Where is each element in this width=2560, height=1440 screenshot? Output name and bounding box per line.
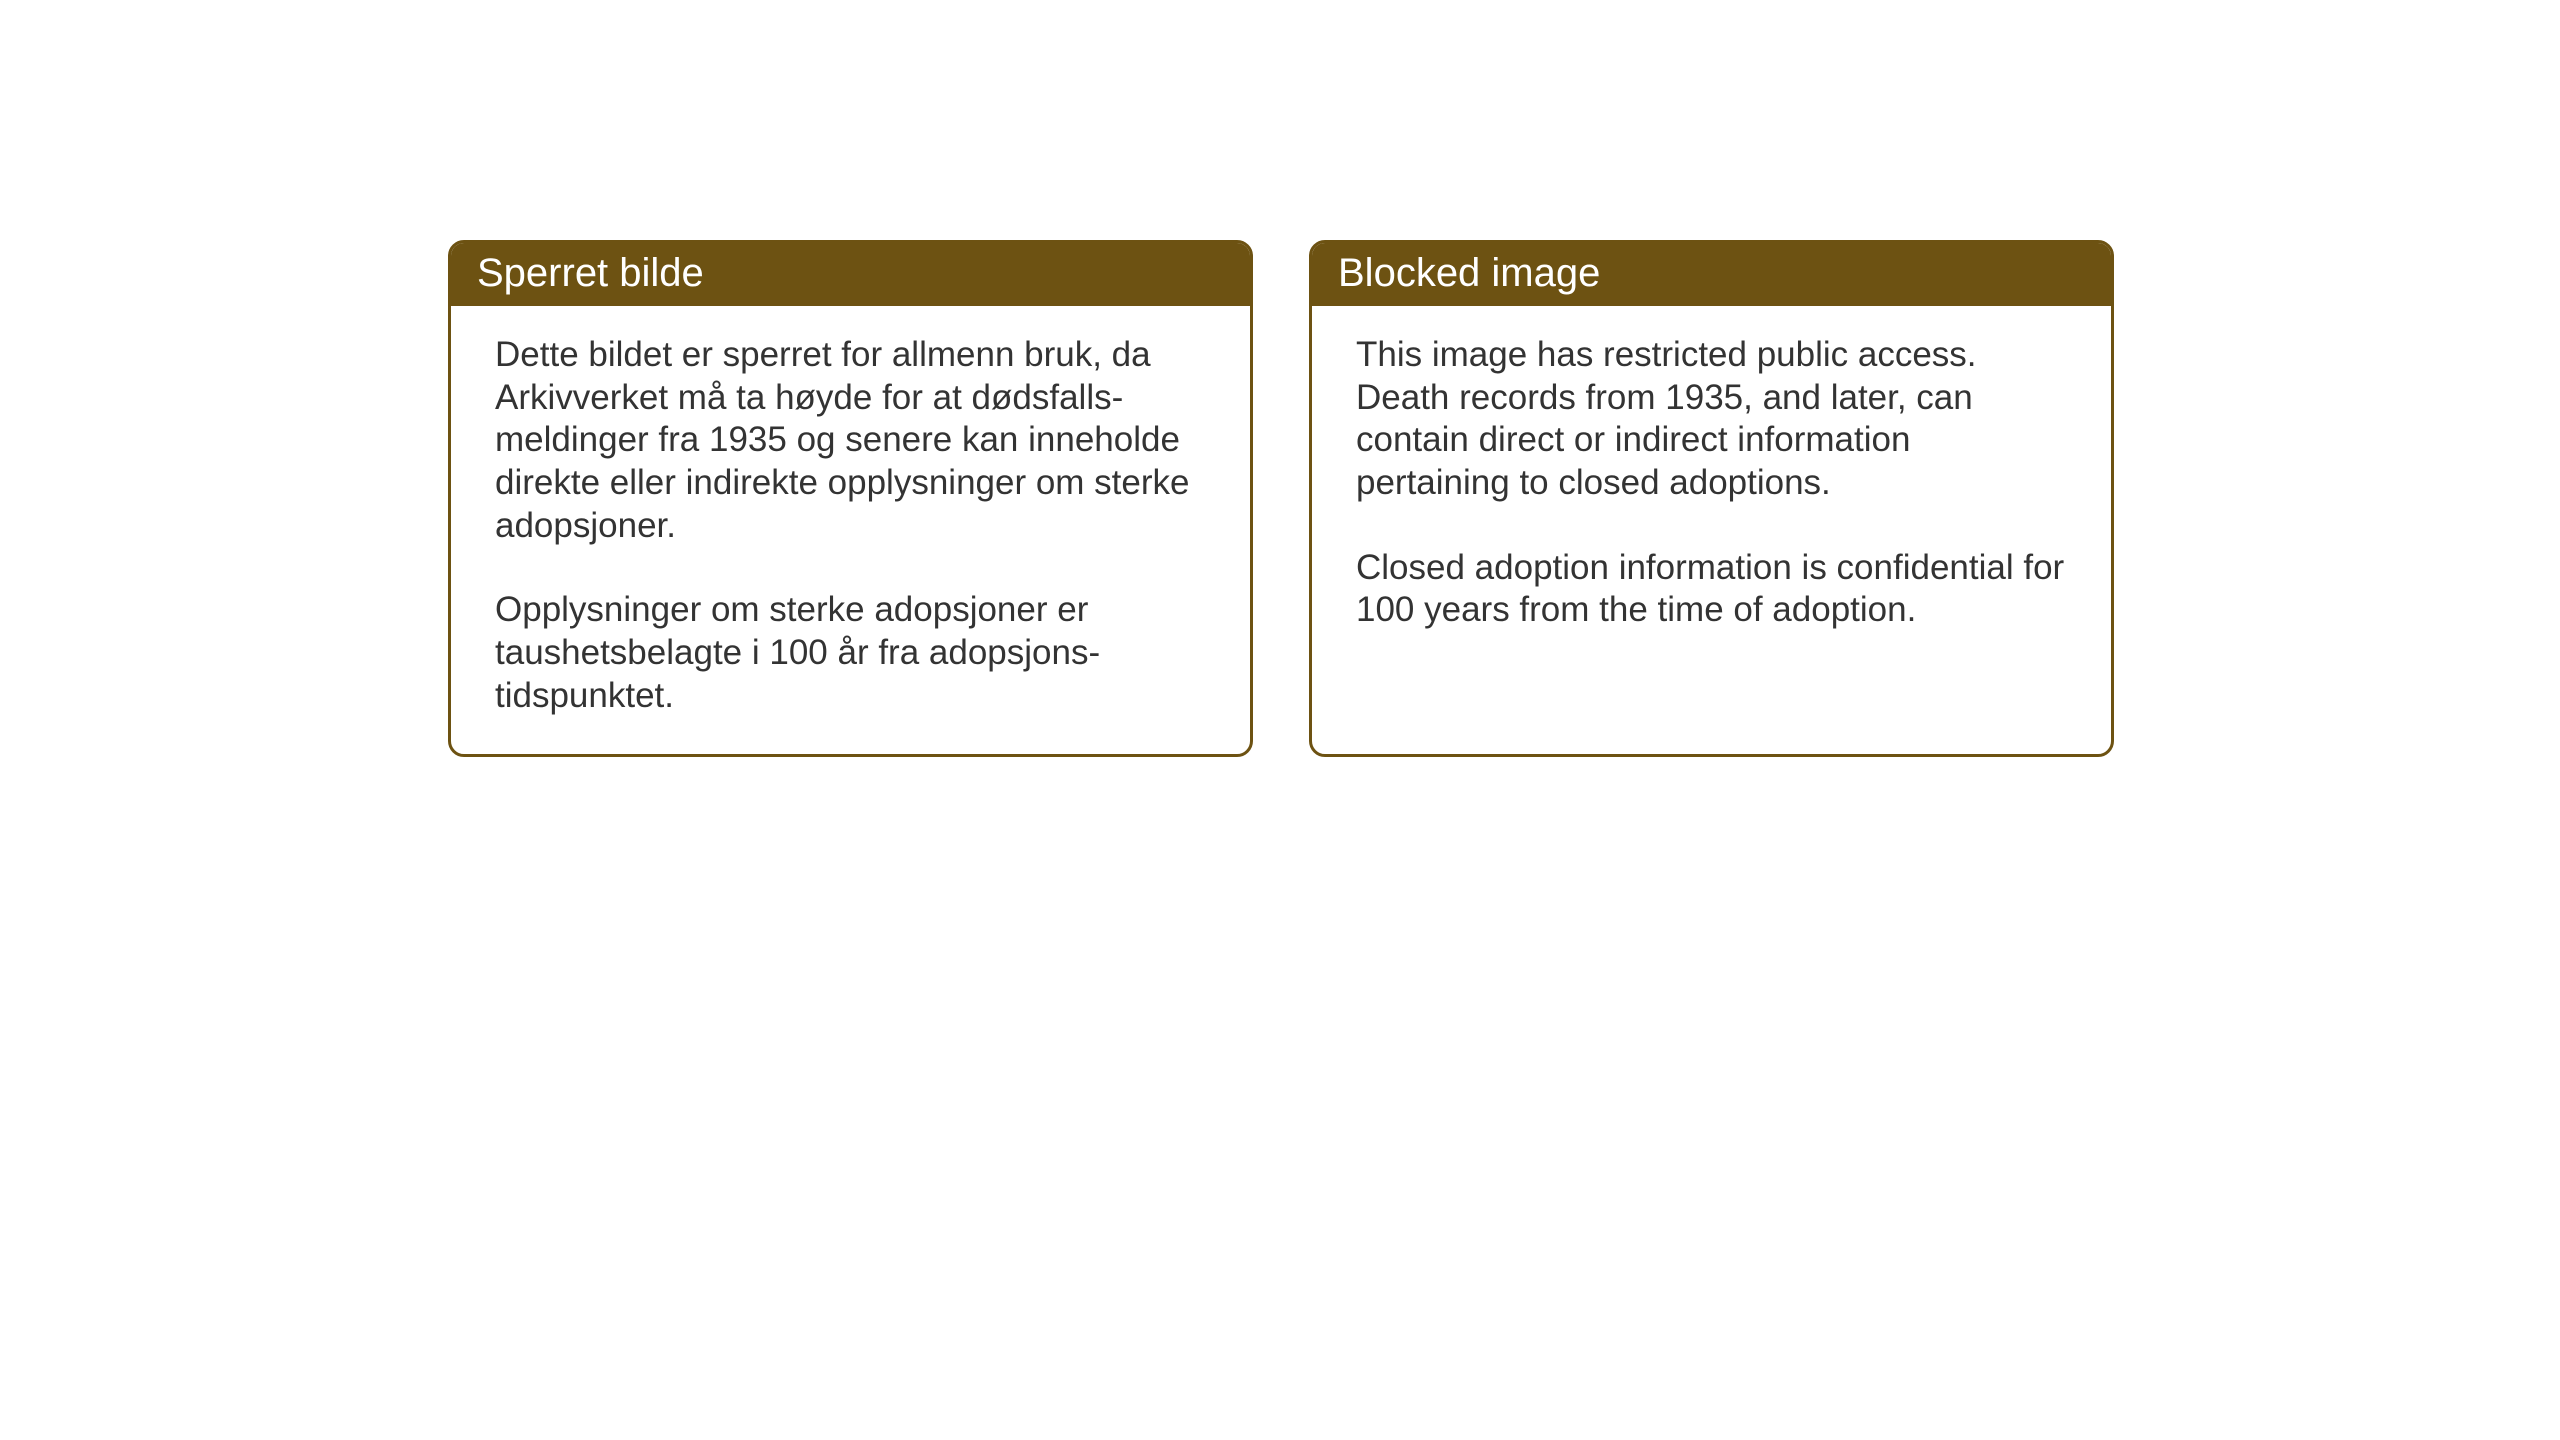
notice-paragraph: Closed adoption information is confident… — [1356, 547, 2067, 632]
notice-container: Sperret bilde Dette bildet er sperret fo… — [448, 240, 2114, 757]
notice-paragraph: Opplysninger om sterke adopsjoner er tau… — [495, 589, 1206, 717]
notice-body-norwegian: Dette bildet er sperret for allmenn bruk… — [451, 306, 1250, 754]
notice-card-norwegian: Sperret bilde Dette bildet er sperret fo… — [448, 240, 1253, 757]
notice-body-english: This image has restricted public access.… — [1312, 306, 2111, 668]
notice-header-english: Blocked image — [1312, 243, 2111, 306]
notice-paragraph: This image has restricted public access.… — [1356, 334, 2067, 505]
notice-paragraph: Dette bildet er sperret for allmenn bruk… — [495, 334, 1206, 547]
notice-card-english: Blocked image This image has restricted … — [1309, 240, 2114, 757]
notice-header-norwegian: Sperret bilde — [451, 243, 1250, 306]
